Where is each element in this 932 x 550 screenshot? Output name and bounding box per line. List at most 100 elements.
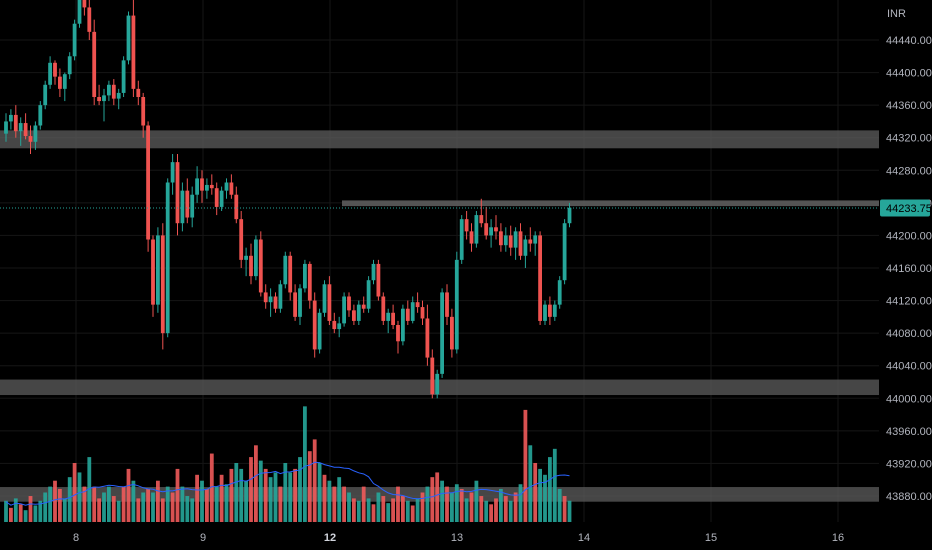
volume-bar [263,468,268,522]
volume-bar [464,498,469,522]
currency-label: INR [887,8,906,20]
candle-body [205,184,209,191]
candle-body [494,227,498,232]
candle-body [131,15,136,89]
price-tick-label: 44160.00 [886,263,932,275]
candle-body [107,84,111,96]
candle-body [396,325,400,342]
volume-bar [494,498,498,522]
candle-body [562,223,567,281]
volume-bar [288,472,293,522]
candle-body [543,304,547,321]
volume-bar [342,486,346,522]
candle-body [538,235,542,321]
candle-body [126,15,131,61]
candle-body [342,296,346,324]
volume-bar [160,498,165,522]
zone-2 [0,379,879,396]
volume-bar [454,484,459,522]
candle-body [499,231,503,246]
price-tick-label: 44200.00 [886,230,932,242]
volume-bar [474,480,479,522]
candle-body [381,296,386,321]
time-axis[interactable]: 8 9 12 13 14 15 16 [73,532,844,544]
candle-body [165,182,170,334]
volume-bar [224,484,229,522]
candle-body [4,121,8,134]
volume-bar [116,500,121,522]
volume-bar [244,480,248,522]
date-tick-label: 14 [578,532,590,544]
candle-body [322,284,327,313]
candle-body [28,136,33,142]
volume-bar [28,496,33,522]
price-axis[interactable]: 44440.00 44400.00 44360.00 44320.00 44280.00… [886,35,932,503]
candle-body [53,62,57,77]
volume-bar [361,486,366,522]
candle-body [361,304,366,309]
volume-bar [386,503,391,522]
volume-bar [499,488,503,522]
candle-body [62,74,67,89]
volume-bar [557,488,562,522]
volume-bar [33,505,38,522]
price-tick-label: 44440.00 [886,35,932,47]
volume-bar [141,492,146,522]
volume-bar [58,488,62,522]
volume-bar [401,496,405,522]
candle-body [503,235,508,246]
volume-bar [317,463,322,522]
volume-bar [111,496,116,522]
volume-bar [13,498,18,522]
volume-bar [552,448,557,522]
candle-body [13,114,18,132]
volume-bar [381,496,386,522]
candle-body [273,296,278,309]
candle-body [337,323,342,330]
volume-bar [249,457,253,522]
volume-bar [4,500,8,522]
volume-bar [209,453,214,522]
volume-bar [503,496,508,522]
volume-bar [87,457,92,522]
candle-body [229,182,234,195]
volume-bar [543,474,547,522]
date-tick-label: 8 [73,532,79,544]
candle-body [430,357,435,395]
candle-body [552,304,557,317]
volume-bar [229,468,234,522]
volume-bar [43,492,48,522]
volume-bar [440,480,444,522]
volume-bar [332,486,337,522]
volume-bar [303,406,307,522]
volume-bar [538,468,542,522]
price-tick-label: 44000.00 [886,393,932,405]
volume-bar [107,486,111,522]
zone-0 [0,130,879,149]
price-tick-label: 44040.00 [886,361,932,373]
volume-ma-line [5,461,570,506]
candle-body [239,219,244,260]
volume-bar [200,480,204,522]
candle-body [185,190,190,218]
candle-body [180,190,185,224]
volume-bar [23,510,28,522]
candle-body [234,194,239,220]
candle-body [307,263,312,301]
candle-body [454,259,459,350]
candle-body [557,280,562,305]
volume-bars [4,406,572,522]
candle-body [312,300,317,350]
candle-body [244,255,248,260]
volume-bar [239,468,244,522]
volume-bar [445,486,449,522]
candle-body [474,215,479,244]
price-tick-label: 43920.00 [886,458,932,470]
volume-bar [18,504,23,522]
volume-bar [410,505,415,522]
candle-body [415,302,420,308]
candle-body [111,84,116,99]
candle-body [48,62,52,85]
candle-body [440,292,444,374]
